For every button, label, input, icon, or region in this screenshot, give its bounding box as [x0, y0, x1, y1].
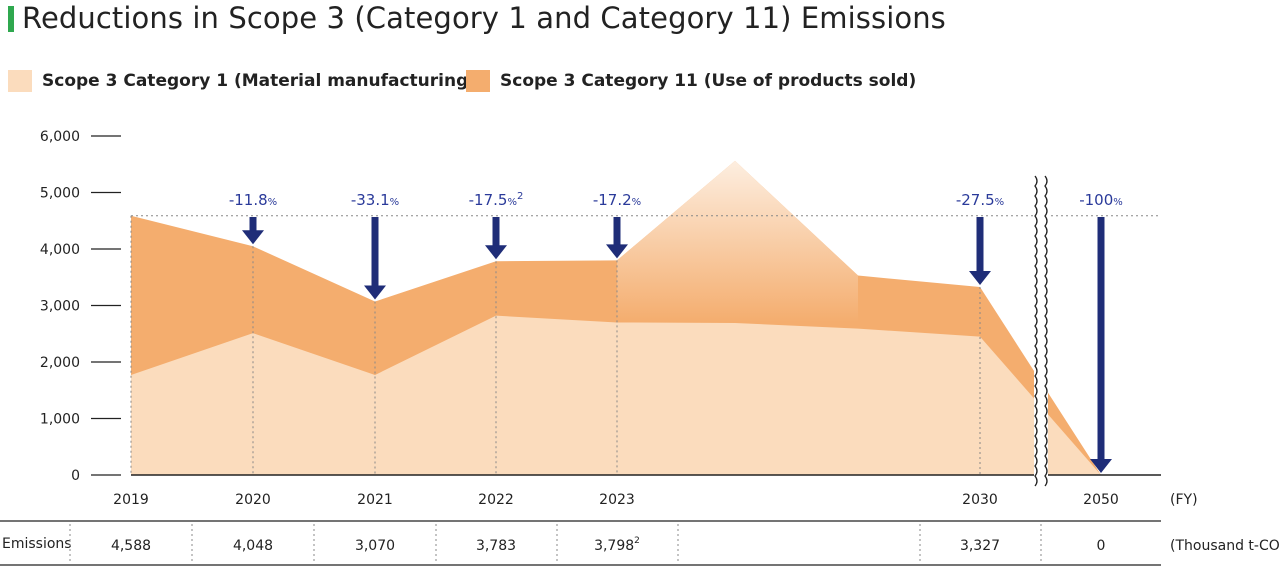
reduction-value: -33.1	[351, 191, 390, 209]
reduction-label-2022: -17.5%2	[469, 191, 524, 209]
x-label-2019: 2019	[113, 492, 149, 508]
y-tick-label-3: 3,000	[40, 299, 80, 315]
area-layer	[131, 160, 1101, 476]
x-unit-label: (FY)	[1170, 492, 1198, 508]
table-cell-2030: 3,327	[960, 538, 1000, 554]
reduction-unit: %	[632, 197, 642, 208]
table-cell-2022: 3,783	[476, 538, 516, 554]
legend-label-category11: Scope 3 Category 11 (Use of products sol…	[500, 71, 917, 91]
arrow-head-2022	[485, 245, 507, 260]
x-label-2030: 2030	[962, 492, 998, 508]
reduction-unit: %	[1113, 197, 1123, 208]
emissions-table: Emissions 4,588 4,048 3,070 3,783 3,7982 3,327…	[0, 520, 1280, 566]
axis-break-line-right	[1044, 175, 1048, 487]
area-peak-highlight	[617, 160, 858, 323]
table-cell-2023: 3,7982	[594, 536, 640, 554]
arrow-head-2023	[606, 244, 628, 259]
table-cell-value: 3,327	[960, 538, 1000, 554]
table-cell-value: 3,783	[476, 538, 516, 554]
table-cell-value: 3,798	[594, 538, 634, 554]
x-label-2023: 2023	[599, 492, 635, 508]
y-tick-label-0: 0	[71, 468, 80, 484]
x-label-2021: 2021	[357, 492, 393, 508]
axis-break	[1034, 140, 1048, 490]
x-label-2020: 2020	[235, 492, 271, 508]
y-axis: 0 1,000 2,000 3,000 4,000 5,000 6,000	[40, 129, 1161, 484]
reduction-footnote: 2	[517, 191, 523, 202]
x-label-2050: 2050	[1083, 492, 1119, 508]
legend-swatch-category1	[8, 70, 32, 92]
legend-swatch-category11	[466, 70, 490, 92]
reduction-label-2021: -33.1%	[351, 191, 399, 209]
reduction-label-2050: -100%	[1079, 191, 1123, 209]
reduction-value: -17.2	[593, 191, 632, 209]
reduction-label-2023: -17.2%	[593, 191, 641, 209]
table-row-label: Emissions	[2, 536, 72, 552]
table-cell-2021: 3,070	[355, 538, 395, 554]
table-cell-value: 0	[1097, 538, 1106, 554]
legend-item-category1: Scope 3 Category 1 (Material manufacturi…	[8, 67, 476, 95]
legend-label-category1: Scope 3 Category 1 (Material manufacturi…	[42, 71, 477, 91]
reduction-unit: %	[995, 197, 1005, 208]
table-cell-2019: 4,588	[111, 538, 151, 554]
x-axis-labels: 2019 2020 2021 2022 2023 2030 2050 (FY)	[113, 492, 1197, 508]
reduction-unit: %	[268, 197, 278, 208]
y-tick-label-5: 5,000	[40, 186, 80, 202]
table-cell-2050: 0	[1097, 538, 1106, 554]
arrow-head-2021	[364, 285, 386, 300]
reduction-label-2020: -11.8%	[229, 191, 277, 209]
reduction-value: -17.5	[469, 191, 508, 209]
arrow-head-2020	[242, 230, 264, 245]
table-cell-2020: 4,048	[233, 538, 273, 554]
reduction-arrows: -11.8% -33.1% -17.5%2 -17.2% -27.5% -100%	[229, 191, 1123, 473]
chart-title: Reductions in Scope 3 (Category 1 and Ca…	[22, 1, 946, 35]
table-cell-value: 4,048	[233, 538, 273, 554]
x-label-2022: 2022	[478, 492, 514, 508]
reduction-value: -100	[1079, 191, 1113, 209]
reduction-value: -27.5	[956, 191, 995, 209]
reduction-value: -11.8	[229, 191, 268, 209]
table-cell-value: 3,070	[355, 538, 395, 554]
reduction-unit: %	[390, 197, 400, 208]
area-category1	[131, 315, 1101, 475]
y-tick-label-1: 1,000	[40, 412, 80, 428]
y-tick-label-4: 4,000	[40, 242, 80, 258]
reduction-label-2030: -27.5%	[956, 191, 1004, 209]
reduction-unit: %	[507, 197, 517, 208]
arrow-head-2030	[969, 271, 991, 286]
table-cell-footnote: 2	[634, 536, 640, 546]
y-tick-label-6: 6,000	[40, 129, 80, 145]
axis-break-line-left	[1034, 175, 1038, 487]
legend-item-category11: Scope 3 Category 11 (Use of products sol…	[466, 67, 916, 95]
table-cell-value: 4,588	[111, 538, 151, 554]
title-accent-bar	[8, 6, 14, 32]
table-unit-label: (Thousand t-CO₂)	[1170, 538, 1280, 554]
arrow-head-2050	[1090, 459, 1112, 473]
guide-layer	[130, 215, 1161, 475]
y-tick-label-2: 2,000	[40, 355, 80, 371]
